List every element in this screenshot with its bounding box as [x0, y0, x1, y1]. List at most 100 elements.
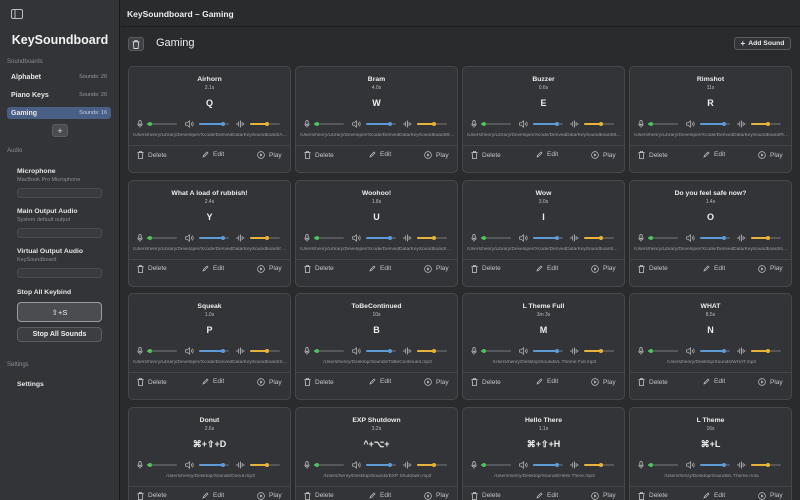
delete-sound-button[interactable]: Delete [471, 378, 501, 386]
mic-volume-slider[interactable] [481, 235, 511, 240]
edit-sound-button[interactable]: Edit [536, 265, 558, 272]
mic-volume-knob[interactable] [482, 462, 486, 467]
mic-volume-slider[interactable] [648, 122, 678, 126]
mic-volume-knob[interactable] [315, 349, 319, 353]
sidebar-toggle-icon[interactable] [11, 9, 23, 19]
delete-sound-button[interactable]: Delete [137, 491, 167, 500]
sound-keybind[interactable]: ⌘+L [700, 438, 721, 449]
virtual-volume-slider[interactable] [751, 235, 781, 240]
main-volume-slider[interactable] [366, 349, 396, 353]
mic-volume-slider[interactable] [648, 349, 678, 353]
main-volume-knob[interactable] [555, 122, 559, 126]
play-sound-button[interactable]: Play [591, 378, 616, 386]
mic-volume-knob[interactable] [482, 122, 486, 126]
mic-volume-slider[interactable] [147, 235, 177, 240]
delete-sound-button[interactable]: Delete [304, 491, 334, 500]
virtual-volume-slider[interactable] [250, 349, 280, 353]
main-volume-knob[interactable] [388, 349, 392, 353]
play-sound-button[interactable]: Play [591, 151, 616, 159]
mic-volume-slider[interactable] [648, 235, 678, 240]
virtual-volume-knob[interactable] [765, 462, 770, 467]
sound-keybind[interactable]: I [542, 211, 545, 222]
virtual-volume-knob[interactable] [765, 122, 770, 126]
sound-keybind[interactable]: ^+⌥+ [363, 438, 390, 449]
edit-sound-button[interactable]: Edit [369, 378, 391, 385]
virtual-volume-slider[interactable] [250, 235, 280, 240]
mic-volume-knob[interactable] [649, 235, 653, 240]
main-volume-knob[interactable] [722, 462, 726, 467]
play-sound-button[interactable]: Play [257, 151, 282, 159]
delete-sound-button[interactable]: Delete [137, 264, 167, 273]
virtual-volume-knob[interactable] [431, 462, 436, 467]
sound-keybind[interactable]: ⌘+⇧+H [526, 438, 561, 449]
play-sound-button[interactable]: Play [424, 264, 449, 273]
virtual-volume-knob[interactable] [765, 235, 770, 240]
play-sound-button[interactable]: Play [257, 491, 282, 500]
mic-volume-knob[interactable] [315, 235, 319, 240]
play-sound-button[interactable]: Play [424, 378, 449, 386]
main-volume-knob[interactable] [555, 462, 559, 467]
mic-volume-knob[interactable] [482, 349, 486, 353]
virtual-volume-knob[interactable] [598, 349, 603, 353]
microphone-select[interactable] [17, 188, 102, 198]
edit-sound-button[interactable]: Edit [536, 378, 558, 385]
mic-volume-slider[interactable] [314, 235, 344, 240]
sound-keybind[interactable]: O [706, 211, 714, 222]
sound-keybind[interactable]: Y [206, 211, 213, 222]
delete-board-button[interactable] [128, 37, 144, 51]
play-sound-button[interactable]: Play [257, 264, 282, 273]
mic-volume-slider[interactable] [481, 462, 511, 467]
play-sound-button[interactable]: Play [758, 491, 783, 500]
sidebar-item-alphabet[interactable]: Alphabet Sounds: 26 [7, 71, 111, 83]
delete-sound-button[interactable]: Delete [638, 378, 668, 386]
edit-sound-button[interactable]: Edit [202, 151, 224, 158]
virtual-volume-slider[interactable] [751, 122, 781, 126]
virtual-volume-slider[interactable] [751, 462, 781, 467]
stop-all-sounds-button[interactable]: Stop All Sounds [17, 327, 102, 342]
mic-volume-slider[interactable] [147, 349, 177, 353]
virtual-volume-slider[interactable] [751, 349, 781, 353]
mic-volume-slider[interactable] [481, 349, 511, 353]
edit-sound-button[interactable]: Edit [536, 492, 558, 499]
main-volume-knob[interactable] [722, 349, 726, 353]
main-volume-slider[interactable] [700, 462, 730, 467]
virtual-volume-knob[interactable] [264, 122, 269, 126]
delete-sound-button[interactable]: Delete [638, 264, 668, 273]
play-sound-button[interactable]: Play [591, 264, 616, 273]
mic-volume-knob[interactable] [649, 462, 653, 467]
sound-keybind[interactable]: ⌘+⇧+D [192, 438, 227, 449]
mic-volume-slider[interactable] [314, 462, 344, 467]
mic-volume-slider[interactable] [648, 462, 678, 467]
delete-sound-button[interactable]: Delete [638, 491, 668, 500]
edit-sound-button[interactable]: Edit [703, 492, 725, 499]
sidebar-item-settings[interactable]: Settings [17, 381, 44, 388]
play-sound-button[interactable]: Play [758, 264, 783, 273]
sound-keybind[interactable]: N [707, 325, 714, 335]
virtual-volume-slider[interactable] [417, 462, 447, 467]
main-volume-knob[interactable] [722, 235, 726, 240]
main-volume-slider[interactable] [199, 349, 229, 353]
virtual-volume-knob[interactable] [598, 122, 603, 126]
virtual-volume-slider[interactable] [417, 235, 447, 240]
play-sound-button[interactable]: Play [758, 151, 783, 159]
sound-keybind[interactable]: R [707, 98, 714, 108]
delete-sound-button[interactable]: Delete [471, 491, 501, 500]
main-volume-knob[interactable] [221, 235, 225, 240]
virtual-volume-knob[interactable] [598, 235, 603, 240]
play-sound-button[interactable]: Play [591, 491, 616, 500]
main-volume-slider[interactable] [366, 122, 396, 126]
main-volume-knob[interactable] [555, 349, 559, 353]
main-volume-knob[interactable] [555, 235, 559, 240]
virtual-volume-slider[interactable] [584, 235, 614, 240]
mic-volume-slider[interactable] [314, 122, 344, 126]
edit-sound-button[interactable]: Edit [703, 265, 725, 272]
mic-volume-slider[interactable] [314, 349, 344, 353]
virtual-output-select[interactable] [17, 268, 102, 278]
sound-keybind[interactable]: P [206, 325, 213, 335]
mic-volume-knob[interactable] [649, 122, 653, 126]
main-volume-slider[interactable] [199, 462, 229, 467]
mic-volume-slider[interactable] [481, 122, 511, 126]
delete-sound-button[interactable]: Delete [471, 264, 501, 273]
virtual-volume-slider[interactable] [584, 462, 614, 467]
mic-volume-knob[interactable] [148, 122, 152, 126]
